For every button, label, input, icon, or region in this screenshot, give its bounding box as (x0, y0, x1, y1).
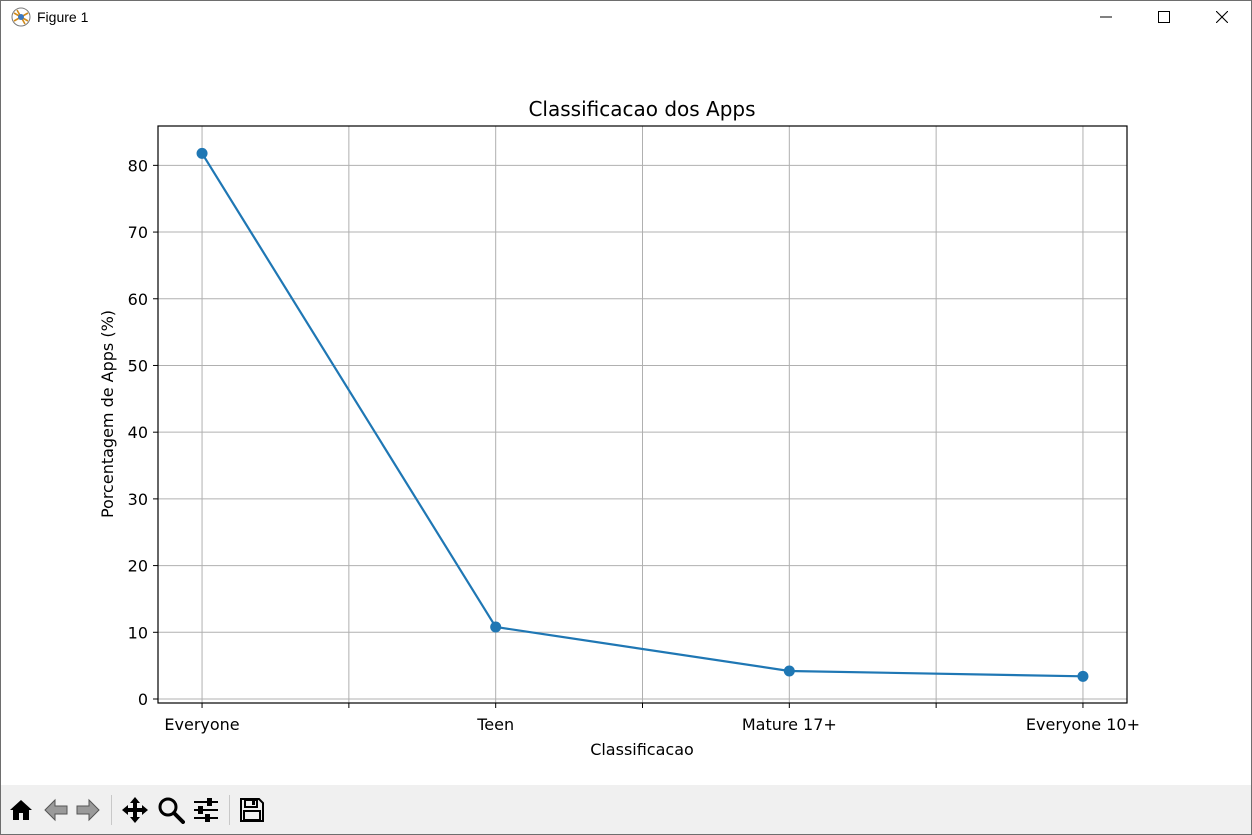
series-line (201, 152, 1083, 678)
back-button[interactable] (40, 793, 72, 827)
configure-subplots-button[interactable] (190, 793, 222, 827)
x-tick-label: Teen (476, 715, 514, 734)
x-tick-label: Everyone (164, 715, 239, 734)
data-point (490, 621, 502, 633)
x-tick-label: Everyone 10+ (1026, 715, 1140, 734)
forward-icon (76, 798, 100, 822)
y-tick-label: 0 (138, 690, 148, 709)
y-tick-label: 40 (128, 423, 148, 442)
minimize-button[interactable] (1077, 1, 1135, 33)
close-icon (1216, 11, 1228, 23)
data-point (1077, 670, 1089, 682)
zoom-icon (158, 797, 185, 824)
line-chart: Everyone Teen Mature 17+ Everyone 10+ 0 10 20 3… (98, 97, 1140, 759)
zoom-button[interactable] (155, 793, 187, 827)
maximize-button[interactable] (1135, 1, 1193, 33)
navigation-toolbar (1, 785, 1251, 834)
y-tick-label: 70 (128, 223, 148, 242)
window-title: Figure 1 (37, 9, 89, 25)
home-button[interactable] (5, 793, 37, 827)
y-tick-label: 20 (128, 557, 148, 576)
save-icon (240, 798, 264, 822)
figure-canvas[interactable]: Everyone Teen Mature 17+ Everyone 10+ 0 10 20 3… (1, 33, 1251, 785)
minimize-icon (1100, 16, 1112, 18)
y-tick-label: 10 (128, 623, 148, 642)
y-tick-label: 50 (128, 356, 148, 375)
toolbar-separator (229, 795, 230, 825)
home-icon (10, 800, 32, 820)
app-icon (11, 7, 31, 27)
forward-button[interactable] (72, 793, 104, 827)
save-button[interactable] (236, 793, 268, 827)
close-button[interactable] (1193, 1, 1251, 33)
maximize-icon (1158, 11, 1170, 23)
back-icon (44, 798, 68, 822)
pan-icon (122, 797, 148, 823)
toolbar-separator (111, 795, 112, 825)
pan-button[interactable] (119, 793, 151, 827)
y-tick-label: 30 (128, 490, 148, 509)
chart-title: Classificacao dos Apps (528, 97, 755, 121)
y-tick-label: 60 (128, 290, 148, 309)
data-point (783, 665, 795, 677)
y-axis-label: Porcentagem de Apps (%) (98, 310, 117, 518)
configure-subplots-icon (194, 798, 218, 822)
x-axis-label: Classificacao (590, 740, 694, 759)
y-tick-label: 80 (128, 156, 148, 175)
title-bar[interactable]: Figure 1 (1, 1, 1251, 33)
data-point (196, 147, 208, 159)
x-tick-label: Mature 17+ (742, 715, 837, 734)
